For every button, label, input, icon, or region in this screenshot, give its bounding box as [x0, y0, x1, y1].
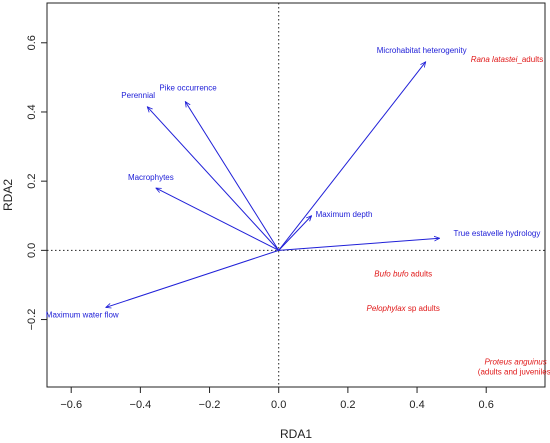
species-label: Proteus anguinus — [484, 358, 546, 367]
arrow-label: Pike occurrence — [159, 84, 217, 93]
x-tick-label: −0.4 — [130, 399, 152, 411]
arrows-layer: Microhabitat heterogenity Pike occurrence… — [46, 46, 541, 320]
zero-lines — [47, 3, 545, 387]
species-rest: adults — [409, 269, 433, 278]
x-tick-label: 0.6 — [479, 399, 494, 411]
arrow-microhabitat-heterogenity — [278, 62, 426, 251]
arrow-label: Maximum depth — [316, 210, 373, 219]
arrow-label: True estavelle hydrology — [454, 229, 541, 238]
y-axis: −0.2 0.0 0.2 0.4 0.6 — [26, 35, 47, 330]
y-axis-label: RDA2 — [1, 179, 15, 211]
x-tick-label: 0.4 — [409, 399, 424, 411]
x-tick-label: 0.0 — [271, 399, 286, 411]
x-axis-label: RDA1 — [280, 427, 312, 441]
arrow-maximum-depth — [278, 216, 312, 251]
species-italic: Proteus anguinus — [484, 358, 546, 367]
species-label-line2: (adults and juveniles) — [478, 368, 550, 377]
species-layer: Rana latastei_adults Bufo bufo adults Pelo… — [367, 55, 550, 377]
arrow-label: Maximum water flow — [46, 310, 119, 319]
arrow-maximum-water-flow — [106, 249, 279, 307]
species-italic: Bufo bufo — [374, 269, 409, 278]
arrow-perennial — [147, 107, 280, 251]
species-rest: _adults — [516, 55, 543, 64]
y-tick-label: −0.2 — [26, 309, 38, 331]
x-tick-label: −0.2 — [199, 399, 221, 411]
arrow-label: Perennial — [121, 91, 155, 100]
x-tick-label: 0.2 — [340, 399, 355, 411]
y-tick-label: 0.6 — [26, 35, 38, 50]
y-tick-label: 0.2 — [26, 174, 38, 189]
species-italic: Rana latastei — [471, 55, 518, 64]
species-label: Bufo bufo adults — [374, 269, 432, 278]
y-tick-label: 0.0 — [26, 243, 38, 258]
arrow-true-estavelle-hydrology — [278, 238, 440, 251]
arrow-label: Macrophytes — [128, 173, 174, 182]
species-label: Pelophylax sp adults — [367, 304, 440, 313]
arrow-macrophytes — [156, 188, 279, 251]
y-tick-label: 0.4 — [26, 104, 38, 119]
species-italic: Pelophylax — [367, 304, 407, 313]
x-tick-label: −0.6 — [60, 399, 82, 411]
arrow-label: Microhabitat heterogenity — [377, 46, 467, 55]
species-rest: sp adults — [406, 304, 440, 313]
species-label: Rana latastei_adults — [471, 55, 544, 64]
arrow-pike-occurrence — [185, 102, 280, 251]
plot-frame — [46, 2, 546, 388]
x-axis: −0.6 −0.4 −0.2 0.0 0.2 0.4 0.6 — [60, 387, 494, 411]
